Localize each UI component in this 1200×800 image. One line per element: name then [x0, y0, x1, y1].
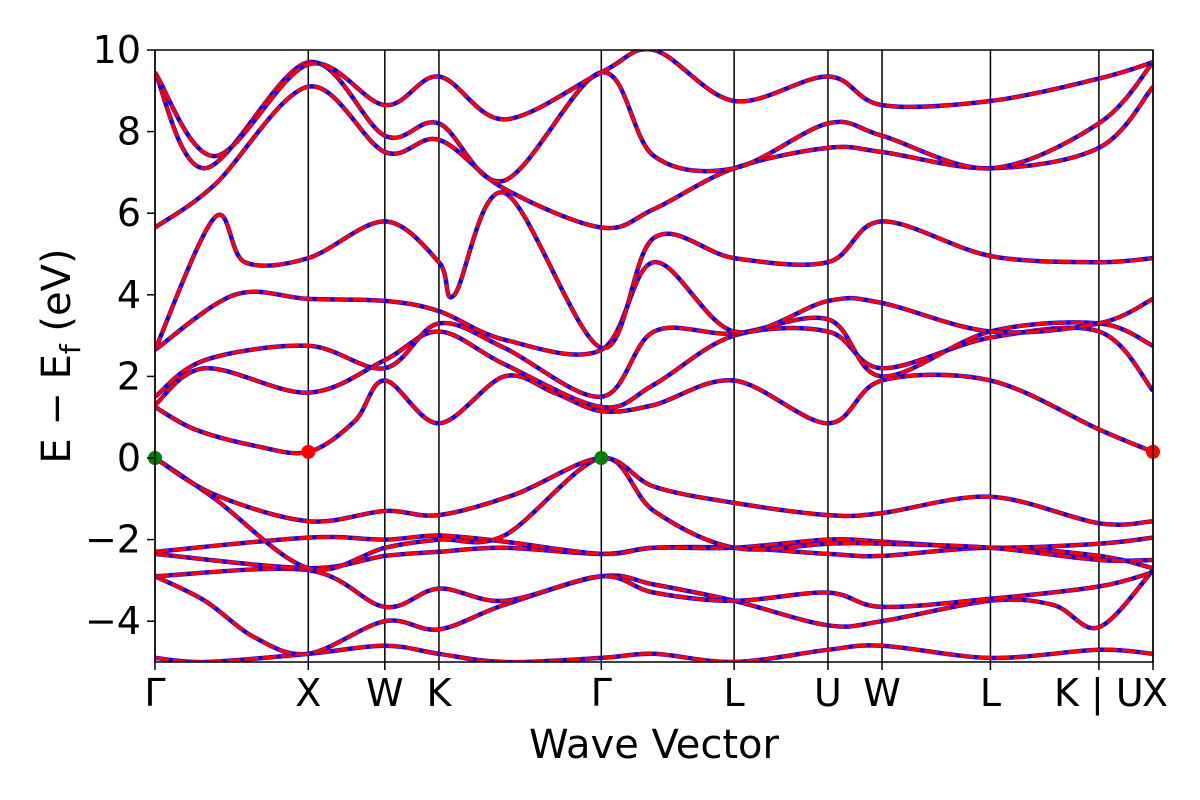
x-tick-label-0: Γ: [144, 671, 165, 715]
band-line-red-6: [155, 456, 1153, 527]
y-axis-label-unit: (eV): [34, 248, 80, 344]
y-tick-label-4: 4: [117, 273, 141, 317]
x-tick-label-5: L: [724, 671, 745, 715]
cbm-marker-2: [301, 444, 316, 459]
plot-frame: [154, 49, 1154, 663]
band-line-blue-8: [155, 325, 1153, 410]
y-tick-label-6: 8: [117, 110, 141, 154]
band-line-red-0: [155, 643, 1153, 662]
x-tick-label-6: U: [814, 671, 842, 715]
band-line-red-8: [155, 326, 1153, 410]
band-line-blue-1: [155, 568, 1153, 657]
y-ticks: −4 −2 0 2 4 6 8 10: [85, 28, 155, 643]
y-tick-label-7: 10: [93, 28, 141, 72]
x-tick-label-8: L: [980, 671, 1001, 715]
x-axis-label: Wave Vector: [529, 722, 780, 768]
band-line-red-5: [155, 456, 1153, 572]
band-line-red-9: [155, 316, 1153, 399]
x-tick-label-4: Γ: [591, 671, 612, 715]
y-axis-label-main: E − E: [34, 354, 80, 464]
y-axis-label-sub: f: [54, 343, 87, 354]
band-line-red-13: [155, 60, 1153, 184]
band-line-red-14: [155, 50, 1153, 158]
y-tick-label-5: 6: [117, 191, 141, 235]
x-tick-label-1: X: [295, 671, 321, 715]
band-line-blue-6: [155, 455, 1153, 528]
band-line-red-4: [155, 533, 1153, 556]
x-tick-label-7: W: [863, 671, 901, 715]
y-tick-label-2: 0: [117, 436, 141, 480]
band-line-blue-13: [155, 59, 1153, 184]
y-tick-label-0: −4: [85, 599, 141, 643]
band-line-red-1: [155, 568, 1153, 657]
y-tick-label-1: −2: [85, 518, 141, 562]
band-lines: [155, 50, 1153, 662]
band-line-blue-11: [155, 190, 1153, 351]
x-tick-label-3: K: [426, 671, 452, 715]
vbm-marker-1: [594, 451, 609, 465]
x-tick-label-2: W: [366, 671, 404, 715]
y-axis-label: E − Ef (eV): [34, 248, 87, 463]
band-line-blue-5: [155, 455, 1153, 572]
band-line-red-10: [155, 260, 1153, 357]
band-line-red-11: [155, 190, 1153, 351]
x-tick-label-10: X: [1142, 671, 1168, 715]
band-line-red-2: [155, 567, 1153, 609]
band-line-blue-10: [155, 259, 1153, 357]
x-tick-label-9: K | U: [1054, 671, 1144, 716]
y-tick-label-3: 2: [117, 354, 141, 398]
